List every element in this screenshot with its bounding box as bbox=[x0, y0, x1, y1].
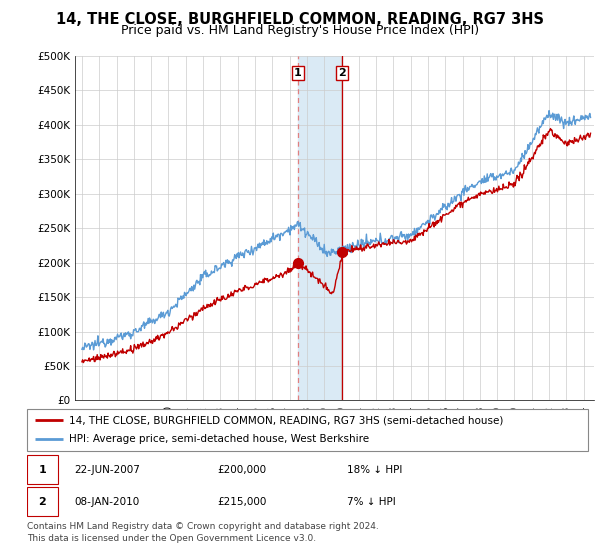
Text: £200,000: £200,000 bbox=[218, 465, 267, 475]
Text: 08-JAN-2010: 08-JAN-2010 bbox=[74, 497, 140, 507]
Text: 2: 2 bbox=[38, 497, 46, 507]
FancyBboxPatch shape bbox=[27, 409, 588, 451]
Text: 1: 1 bbox=[294, 68, 302, 78]
Text: 2: 2 bbox=[338, 68, 346, 78]
Text: 22-JUN-2007: 22-JUN-2007 bbox=[74, 465, 140, 475]
FancyBboxPatch shape bbox=[27, 487, 58, 516]
Text: 1: 1 bbox=[38, 465, 46, 475]
Text: HPI: Average price, semi-detached house, West Berkshire: HPI: Average price, semi-detached house,… bbox=[69, 435, 369, 445]
Text: 18% ↓ HPI: 18% ↓ HPI bbox=[347, 465, 402, 475]
Text: Contains HM Land Registry data © Crown copyright and database right 2024.
This d: Contains HM Land Registry data © Crown c… bbox=[27, 522, 379, 543]
Text: 14, THE CLOSE, BURGHFIELD COMMON, READING, RG7 3HS: 14, THE CLOSE, BURGHFIELD COMMON, READIN… bbox=[56, 12, 544, 27]
Text: 14, THE CLOSE, BURGHFIELD COMMON, READING, RG7 3HS (semi-detached house): 14, THE CLOSE, BURGHFIELD COMMON, READIN… bbox=[69, 415, 503, 425]
Bar bbox=[298, 56, 342, 400]
Text: 7% ↓ HPI: 7% ↓ HPI bbox=[347, 497, 395, 507]
Text: Price paid vs. HM Land Registry's House Price Index (HPI): Price paid vs. HM Land Registry's House … bbox=[121, 24, 479, 37]
Text: £215,000: £215,000 bbox=[218, 497, 267, 507]
FancyBboxPatch shape bbox=[27, 455, 58, 484]
